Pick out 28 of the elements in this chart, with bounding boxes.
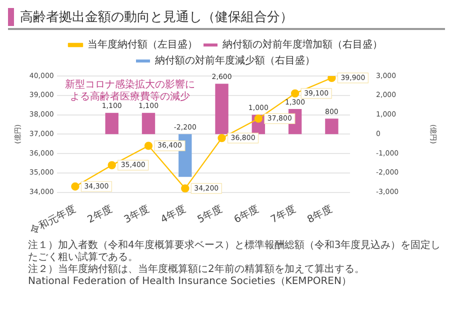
x-tick-label: 令和元年度 [28, 202, 78, 237]
text: 注２）当年度納付額は、当年度概算額に2年前の精算額を加えて算出する。 [28, 264, 366, 276]
x-tick-label: 6年度 [232, 202, 262, 226]
point [218, 134, 226, 142]
legend-label: 当年度納付額（左目盛） [88, 38, 198, 51]
point [290, 89, 300, 98]
text: National Federation of Health Insurance Societies（KEMPOREN） [28, 276, 352, 288]
text: 注１）加入者数（令和4年度概算要求ベース）と標準報酬総額（令和3年度見込み）を固定したごく粗い試算である。 [28, 240, 442, 264]
x-tick-label: 5年度 [195, 202, 224, 226]
point [108, 161, 116, 170]
point [328, 76, 336, 82]
annotation: 新型コロナ感染拡大の影響による高齢者医療費等の減少 [65, 78, 196, 103]
x-tick-label: 4年度 [158, 202, 188, 226]
bar [215, 84, 228, 134]
point [181, 184, 190, 192]
legend-label: 納付額の対前年度減少額（右目盛） [155, 54, 315, 67]
chart-title: 高齢者拠出金額の動向と見通し（健保組合分） [20, 9, 293, 26]
legend-label: 納付額の対前年度増加額（右目盛） [222, 38, 382, 51]
point [254, 114, 263, 123]
x-tick-label: 8年度 [305, 202, 334, 226]
x-tick-label: 7年度 [268, 202, 298, 226]
bar [325, 118, 338, 134]
bar [105, 112, 118, 134]
x-tick-label: 2年度 [85, 202, 114, 226]
bar [142, 112, 156, 134]
x-tick-label: 3年度 [122, 202, 152, 226]
point [71, 182, 80, 191]
point [144, 142, 153, 150]
